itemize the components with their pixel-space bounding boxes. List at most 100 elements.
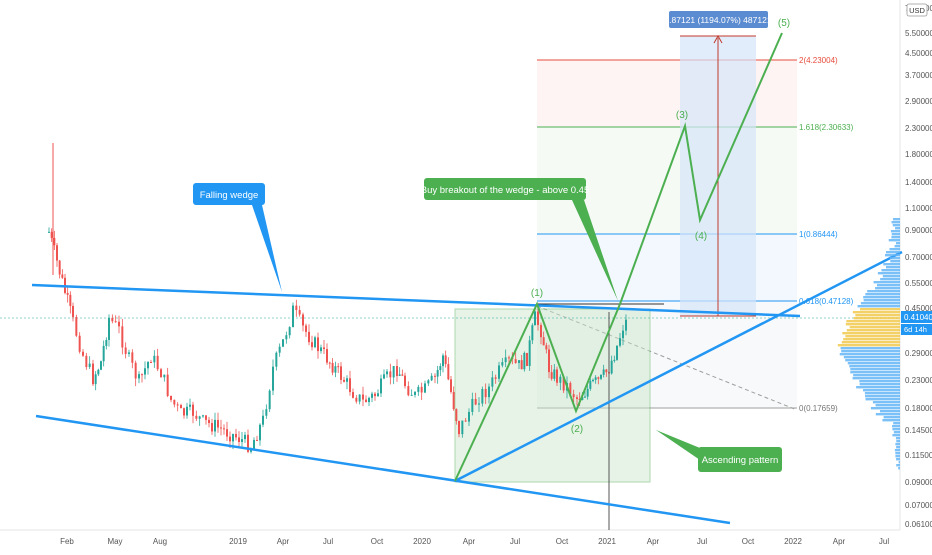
candle-body	[173, 399, 176, 405]
volume-profile-bar	[896, 458, 900, 461]
candle-body	[447, 364, 450, 380]
current-price-tag: 0.41040 6d 14h	[901, 311, 932, 335]
volume-profile-bar	[892, 224, 900, 227]
time-tick-label: Feb	[60, 537, 74, 546]
candle-body	[484, 388, 487, 398]
wedge-upper-line[interactable]	[31, 283, 801, 318]
fib-label-0618: 0.618(0.47128)	[799, 297, 854, 306]
candle-body	[439, 366, 442, 371]
volume-profile-bar	[856, 386, 900, 389]
measure-label: 4.87121 (1194.07%) 487121	[664, 15, 771, 25]
candle-body	[389, 371, 392, 378]
volume-profile-bar	[894, 449, 900, 452]
candle-body	[198, 416, 201, 419]
price-tick-label: 5.50000	[905, 29, 932, 38]
candle-body	[202, 415, 204, 417]
candle-body	[244, 434, 246, 440]
candle-body	[488, 386, 490, 398]
candle-body	[220, 427, 222, 429]
candlestick-series[interactable]	[48, 143, 627, 454]
time-tick-label: 2021	[598, 537, 616, 546]
volume-profile-bar	[867, 290, 900, 293]
price-tick-label: 0.09000	[905, 478, 932, 487]
candle-body	[407, 386, 410, 396]
candle-body	[217, 419, 219, 428]
candle-body	[92, 363, 94, 385]
currency-badge[interactable]	[906, 3, 928, 17]
currency-label: USD	[909, 6, 925, 15]
ascending-pattern-callout[interactable]: Ascending pattern	[656, 430, 782, 472]
candle-body	[442, 355, 444, 367]
candle-body	[176, 404, 179, 406]
price-tick-label: 0.29000	[905, 349, 932, 358]
price-tick-label: 1.40000	[905, 178, 932, 187]
candle-body	[48, 231, 50, 233]
wave-label-5: (5)	[778, 18, 790, 29]
candle-body	[285, 335, 288, 340]
candle-body	[153, 355, 156, 363]
volume-profile[interactable]	[837, 218, 900, 470]
candle-body	[401, 374, 404, 376]
candle-body	[581, 396, 584, 401]
candle-body	[501, 362, 504, 366]
ascending-pattern-box[interactable]	[454, 308, 651, 483]
candle-body	[205, 415, 207, 420]
volume-profile-bar	[841, 341, 900, 344]
candle-body	[365, 399, 367, 403]
candle-body	[619, 338, 621, 346]
volume-profile-bar	[875, 413, 900, 416]
candle-body	[414, 391, 416, 395]
candle-body	[602, 369, 605, 375]
wedge-lower-line[interactable]	[35, 414, 731, 525]
fib-label-1618: 1.618(2.30633)	[799, 123, 854, 132]
candle-body	[586, 388, 589, 397]
candle-body	[298, 310, 301, 315]
measure-box[interactable]: 4.87121 (1194.07%) 487121	[664, 11, 772, 317]
candle-body	[272, 366, 274, 391]
candle-body	[331, 362, 334, 373]
fib-label-0: 0(0.17659)	[799, 404, 838, 413]
price-tick-label: 0.55000	[905, 279, 932, 288]
volume-profile-bar	[846, 320, 900, 323]
candle-body	[542, 337, 545, 346]
elliott-wave[interactable]: (1) (2) (3) (4) (5)	[454, 18, 790, 482]
volume-profile-bar	[857, 305, 900, 308]
candle-body	[302, 314, 304, 326]
candle-body	[514, 359, 517, 364]
candle-body	[317, 337, 319, 352]
wave-label-3: (3)	[676, 110, 688, 121]
candle-body	[349, 378, 351, 393]
trendlines[interactable]	[31, 250, 903, 525]
candle-body	[450, 379, 452, 392]
candle-body	[334, 366, 337, 373]
volume-profile-bar	[894, 245, 900, 248]
candle-body	[494, 377, 497, 379]
volume-profile-bar	[880, 278, 900, 281]
candle-body	[498, 365, 500, 379]
candle-body	[526, 352, 528, 366]
candle-body	[452, 391, 455, 410]
candle-body	[610, 360, 613, 374]
candle-body	[56, 245, 58, 261]
volume-profile-bar	[855, 314, 900, 317]
candle-body	[253, 439, 255, 449]
candle-body	[398, 374, 401, 376]
time-tick-label: Oct	[556, 537, 569, 546]
falling-wedge-callout[interactable]: Falling wedge	[193, 183, 282, 292]
volume-profile-bar	[895, 242, 900, 245]
candle-body	[61, 274, 64, 278]
candle-body	[102, 345, 105, 362]
breakout-callout[interactable]: Buy breakout of the wedge - above 0.45	[421, 178, 618, 301]
fib-label-1: 1(0.86444)	[799, 230, 838, 239]
volume-profile-bar	[873, 281, 900, 284]
price-tick-label: 1.10000	[905, 204, 932, 213]
volume-profile-bar	[895, 455, 900, 458]
candle-body	[311, 342, 313, 348]
ascending-support-line[interactable]	[454, 250, 903, 483]
candle-body	[72, 305, 74, 318]
volume-profile-bar	[889, 257, 900, 260]
candle-body	[69, 294, 72, 306]
candle-body	[265, 409, 268, 416]
volume-profile-bar	[859, 383, 900, 386]
